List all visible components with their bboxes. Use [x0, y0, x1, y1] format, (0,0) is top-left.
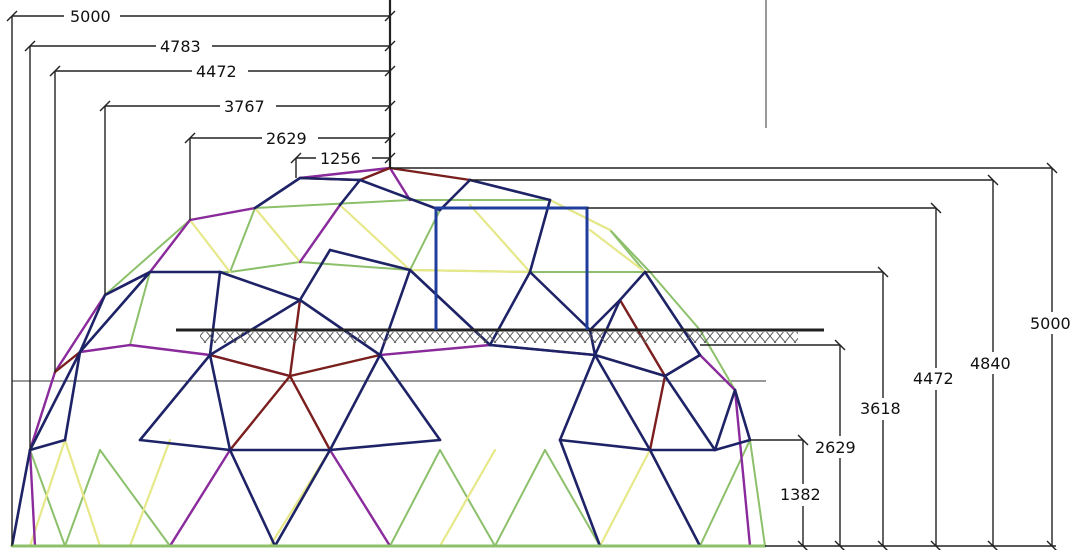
dim-label-5000-width: 5000 — [70, 7, 111, 26]
maroon-struts — [53, 166, 702, 452]
dim-label-1256-width: 1256 — [320, 149, 361, 168]
navy-struts — [10, 176, 752, 548]
highlight-frame — [434, 206, 589, 330]
dim-label-4840-height: 4840 — [970, 354, 1011, 373]
width-dimensions: 5000 4783 4472 3767 2629 1256 — [6, 0, 396, 546]
dome-structure — [10, 166, 767, 548]
dim-label-3618-height: 3618 — [860, 399, 901, 418]
dim-label-5000-height: 5000 — [1030, 314, 1071, 333]
dim-label-2629-height: 2629 — [815, 438, 856, 457]
dim-label-4472-height: 4472 — [913, 369, 954, 388]
dim-label-4472-width: 4472 — [196, 62, 237, 81]
dim-label-4783-width: 4783 — [160, 37, 201, 56]
dim-label-3767-width: 3767 — [224, 97, 265, 116]
purple-struts — [28, 166, 752, 548]
dim-label-2629-width: 2629 — [266, 129, 307, 148]
hatched-section-band — [200, 332, 798, 343]
height-dimensions: 5000 4840 4472 3618 2629 1382 — [390, 162, 1084, 550]
yellow-struts — [28, 198, 702, 548]
green-struts — [11, 167, 766, 547]
dim-label-1382-height: 1382 — [780, 485, 821, 504]
